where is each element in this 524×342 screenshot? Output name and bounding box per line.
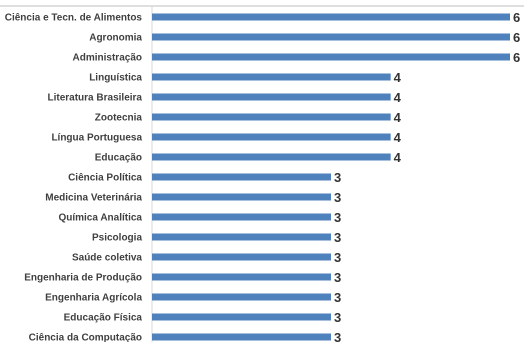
bar <box>152 213 331 221</box>
data-label: 3 <box>334 210 341 225</box>
bar <box>152 53 510 61</box>
bar <box>152 33 510 41</box>
data-label: 3 <box>334 290 341 305</box>
bar <box>152 113 391 121</box>
bar <box>152 13 510 21</box>
data-label: 4 <box>394 150 402 165</box>
bar <box>152 313 331 321</box>
category-label: Educação Física <box>64 313 143 324</box>
category-label: Ciência Política <box>68 173 142 184</box>
bar <box>152 293 331 301</box>
data-label: 3 <box>334 250 341 265</box>
bar <box>152 273 331 281</box>
category-label: Medicina Veterinária <box>45 193 142 204</box>
data-label: 6 <box>513 10 520 25</box>
bar <box>152 153 391 161</box>
category-label: Administração <box>73 53 142 64</box>
category-label: Psicologia <box>92 233 142 244</box>
category-label: Engenharia de Produção <box>24 273 142 284</box>
category-label: Ciência da Computação <box>29 333 142 342</box>
bar <box>152 73 391 81</box>
data-label: 3 <box>334 170 341 185</box>
category-label: Linguística <box>89 73 142 84</box>
data-label: 3 <box>334 310 341 325</box>
data-label: 4 <box>394 110 402 125</box>
category-label: Saúde coletiva <box>72 253 142 264</box>
data-label: 6 <box>513 50 520 65</box>
bar <box>152 193 331 201</box>
bars-group: Ciência e Tecn. de Alimentos 6 Agronomia 6 A… <box>5 10 521 342</box>
bar <box>152 133 391 141</box>
category-label: Zootecnia <box>95 113 143 124</box>
bar <box>152 93 391 101</box>
data-label: 4 <box>394 70 402 85</box>
data-label: 4 <box>394 90 402 105</box>
category-label: Ciência e Tecn. de Alimentos <box>5 13 143 24</box>
category-label: Literatura Brasileira <box>48 93 143 104</box>
category-label: Língua Portuguesa <box>51 133 142 144</box>
data-label: 3 <box>334 230 341 245</box>
data-label: 4 <box>394 130 402 145</box>
data-label: 3 <box>334 330 341 342</box>
category-label: Engenharia Agrícola <box>45 293 142 304</box>
category-label: Química Analítica <box>58 213 142 224</box>
category-label: Educação <box>95 153 142 164</box>
bar <box>152 233 331 241</box>
bar <box>152 173 331 181</box>
data-label: 3 <box>334 270 341 285</box>
category-label: Agronomia <box>89 33 142 44</box>
data-label: 3 <box>334 190 341 205</box>
data-label: 6 <box>513 30 520 45</box>
bar <box>152 253 331 261</box>
bar <box>152 333 331 341</box>
